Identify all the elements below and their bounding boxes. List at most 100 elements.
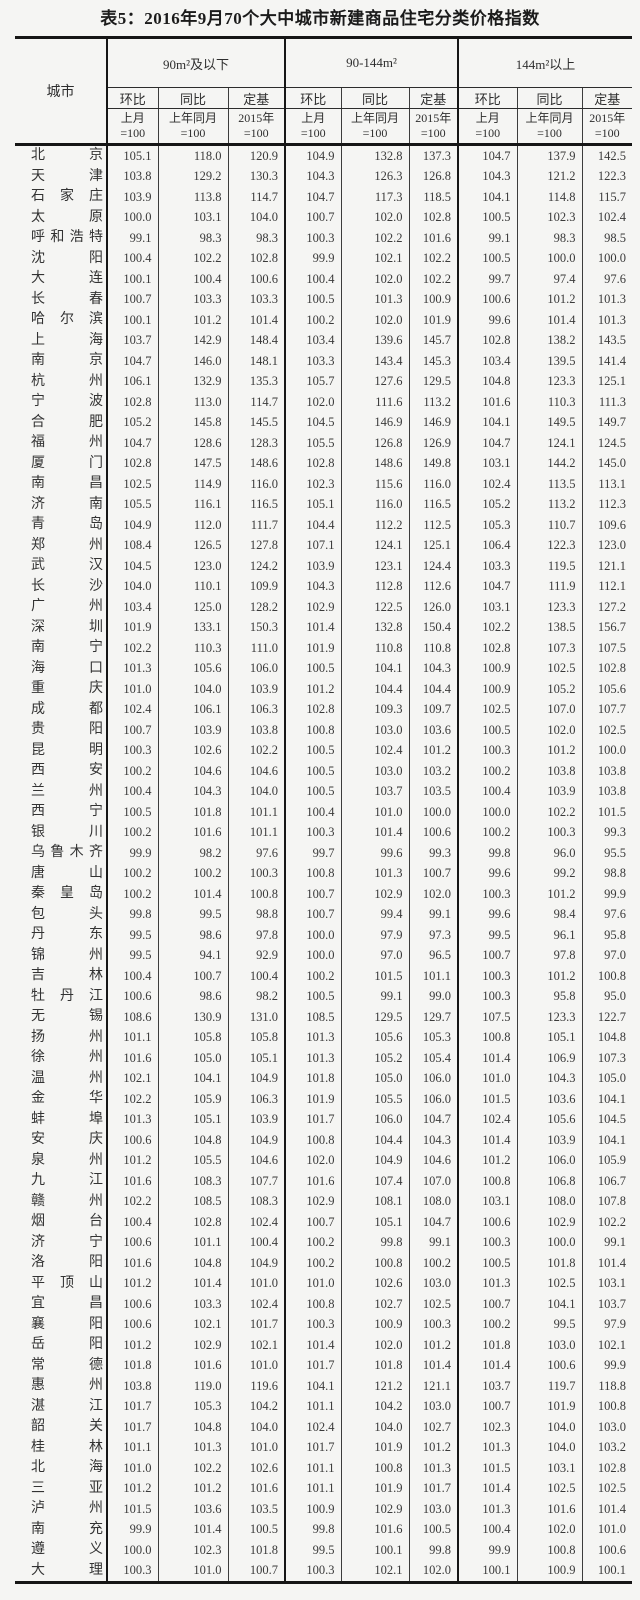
value-cell: 100.0: [516, 1232, 583, 1253]
value-cell: 101.4: [581, 1499, 633, 1520]
value-cell: 99.7: [284, 843, 341, 864]
value-cell: 107.8: [581, 1191, 633, 1212]
city-cell: 宁波: [15, 392, 107, 413]
value-cell: 101.5: [457, 1089, 518, 1110]
value-cell: 123.3: [516, 1007, 583, 1028]
value-cell: 142.5: [581, 144, 633, 167]
value-cell: 100.5: [457, 1253, 518, 1274]
header-group-over144: 144m²以上: [457, 37, 633, 88]
value-cell: 110.7: [516, 515, 583, 536]
table-row: 西宁 100.5 101.8 101.1 100.4 101.0 100.0 100.0 102…: [15, 802, 633, 823]
value-cell: 113.8: [157, 187, 228, 208]
value-cell: 103.5: [408, 781, 459, 802]
value-cell: 124.1: [516, 433, 583, 454]
value-cell: 100.2: [284, 966, 341, 987]
value-cell: 101.0: [106, 679, 158, 700]
city-name: 郑州: [31, 537, 103, 553]
value-cell: 100.4: [106, 781, 158, 802]
value-cell: 102.0: [516, 720, 583, 741]
value-cell: 122.3: [581, 166, 633, 187]
value-cell: 103.0: [408, 1273, 459, 1294]
value-cell: 100.4: [227, 1232, 285, 1253]
value-cell: 100.6: [516, 1355, 583, 1376]
value-cell: 101.9: [340, 1478, 409, 1499]
value-cell: 100.2: [457, 1314, 518, 1335]
value-cell: 104.6: [227, 761, 285, 782]
value-cell: 119.6: [227, 1376, 285, 1397]
header-group-under90: 90m²及以下: [106, 37, 285, 88]
value-cell: 108.0: [516, 1191, 583, 1212]
value-cell: 108.0: [408, 1191, 459, 1212]
value-cell: 97.9: [340, 925, 409, 946]
value-cell: 114.7: [227, 187, 285, 208]
value-cell: 148.6: [227, 453, 285, 474]
city-name: 扬州: [31, 1029, 103, 1045]
city-name: 天津: [31, 168, 103, 184]
price-index-table: 城市 90m²及以下 90-144m² 144m²以上 环比 同比 定基 环比 …: [15, 36, 633, 1584]
value-cell: 101.4: [581, 1253, 633, 1274]
value-cell: 101.3: [581, 310, 633, 331]
value-cell: 98.8: [227, 904, 285, 925]
value-cell: 101.3: [408, 1458, 459, 1479]
value-cell: 116.0: [340, 494, 409, 515]
value-cell: 109.7: [408, 699, 459, 720]
value-cell: 101.6: [157, 1355, 228, 1376]
city-cell: 杭州: [15, 372, 107, 393]
table-row: 昆明 100.3 102.6 102.2 100.5 102.4 101.2 100.3 101…: [15, 740, 633, 761]
value-cell: 101.2: [516, 289, 583, 310]
value-cell: 100.8: [457, 1171, 518, 1192]
value-cell: 99.8: [284, 1519, 341, 1540]
value-cell: 121.2: [340, 1376, 409, 1397]
value-cell: 98.3: [157, 228, 228, 249]
city-name: 九江: [31, 1173, 103, 1189]
value-cell: 99.8: [106, 904, 158, 925]
table-row: 长春 100.7 103.3 103.3 100.5 101.3 100.9 100.6 101…: [15, 289, 633, 310]
value-cell: 102.4: [227, 1212, 285, 1233]
value-cell: 101.2: [106, 1273, 158, 1294]
value-cell: 103.2: [408, 761, 459, 782]
table-row: 平顶山 101.2 101.4 101.0 101.0 102.6 103.0 101.3 10…: [15, 1273, 633, 1294]
value-cell: 101.9: [284, 1089, 341, 1110]
value-cell: 126.8: [408, 166, 459, 187]
value-cell: 101.3: [106, 1109, 158, 1130]
value-cell: 101.1: [106, 1027, 158, 1048]
city-name: 秦皇岛: [31, 886, 103, 902]
value-cell: 124.1: [340, 535, 409, 556]
header-base-2015-1: 2015年 =100: [227, 108, 285, 145]
city-name: 大理: [31, 1562, 103, 1578]
value-cell: 104.7: [106, 351, 158, 372]
city-name: 泉州: [31, 1152, 103, 1168]
value-cell: 103.7: [340, 781, 409, 802]
value-cell: 106.7: [581, 1171, 633, 1192]
value-cell: 102.3: [157, 1540, 228, 1561]
value-cell: 104.0: [516, 1437, 583, 1458]
value-cell: 100.0: [516, 248, 583, 269]
value-cell: 101.4: [457, 1478, 518, 1499]
city-name: 温州: [31, 1070, 103, 1086]
value-cell: 97.4: [516, 269, 583, 290]
value-cell: 100.7: [457, 945, 518, 966]
value-cell: 95.8: [516, 986, 583, 1007]
value-cell: 98.4: [516, 904, 583, 925]
value-cell: 104.9: [227, 1130, 285, 1151]
city-name: 长春: [31, 291, 103, 307]
value-cell: 122.7: [581, 1007, 633, 1028]
table-row: 吉林 100.4 100.7 100.4 100.2 101.5 101.1 100.3 101…: [15, 966, 633, 987]
value-cell: 118.5: [408, 187, 459, 208]
value-cell: 104.1: [581, 1130, 633, 1151]
value-cell: 114.9: [157, 474, 228, 495]
value-cell: 100.5: [284, 740, 341, 761]
value-cell: 126.5: [157, 535, 228, 556]
value-cell: 100.3: [284, 228, 341, 249]
table-row: 金华 102.2 105.9 106.3 101.9 105.5 106.0 101.5 103…: [15, 1089, 633, 1110]
value-cell: 101.6: [516, 1499, 583, 1520]
value-cell: 99.6: [457, 863, 518, 884]
value-cell: 100.7: [284, 207, 341, 228]
value-cell: 105.8: [227, 1027, 285, 1048]
value-cell: 109.3: [340, 699, 409, 720]
value-cell: 105.9: [157, 1089, 228, 1110]
value-cell: 103.2: [581, 1437, 633, 1458]
value-cell: 107.4: [340, 1171, 409, 1192]
value-cell: 148.6: [340, 453, 409, 474]
value-cell: 100.3: [106, 740, 158, 761]
